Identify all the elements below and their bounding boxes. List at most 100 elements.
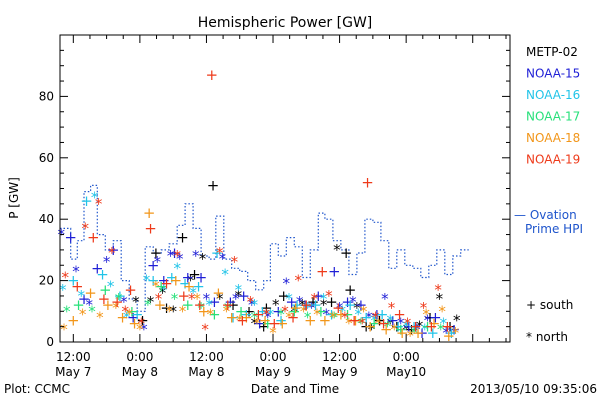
point-noaa-16: + <box>147 272 160 290</box>
point-noaa-15: * <box>192 247 200 265</box>
point-noaa-18: + <box>143 204 156 222</box>
point-noaa-15: + <box>182 269 195 287</box>
point-noaa-18: + <box>102 296 115 314</box>
point-noaa-18: + <box>380 321 393 339</box>
point-noaa-17: + <box>261 315 274 333</box>
point-metp-02: * <box>453 312 461 330</box>
point-noaa-16: + <box>291 296 304 314</box>
point-noaa-16: + <box>360 308 373 326</box>
point-noaa-19: * <box>62 269 70 287</box>
point-noaa-16: + <box>427 324 440 342</box>
point-metp-02: * <box>147 293 155 311</box>
point-noaa-15: * <box>323 305 331 323</box>
point-noaa-15: + <box>208 293 221 311</box>
point-noaa-15: + <box>253 315 266 333</box>
point-noaa-17: * <box>88 302 96 320</box>
point-noaa-18: * <box>269 324 277 342</box>
point-noaa-18: + <box>84 284 97 302</box>
point-noaa-19: + <box>377 315 390 333</box>
point-noaa-16: * <box>107 278 115 296</box>
point-noaa-19: * <box>420 299 428 317</box>
point-noaa-19: * <box>404 315 412 333</box>
point-noaa-18: + <box>240 308 253 326</box>
point-noaa-19: * <box>434 281 442 299</box>
point-noaa-18: + <box>319 312 332 330</box>
legend-item-metp-02: METP-02 <box>526 45 578 59</box>
point-noaa-15: + <box>91 259 104 277</box>
x-tick-label-time: 0:00 <box>126 350 153 364</box>
point-noaa-19: + <box>268 315 281 333</box>
point-noaa-15: * <box>365 308 373 326</box>
point-metp-02: + <box>360 318 373 336</box>
y-axis-label: P [GW] <box>7 177 21 219</box>
point-metp-02: + <box>373 312 386 330</box>
point-noaa-17: * <box>63 302 71 320</box>
point-noaa-19: + <box>441 318 454 336</box>
point-metp-02: + <box>391 318 404 336</box>
point-noaa-17: + <box>315 302 328 320</box>
point-noaa-16: + <box>392 318 405 336</box>
point-noaa-15: * <box>232 290 240 308</box>
point-noaa-15: * <box>219 250 227 268</box>
point-noaa-15: * <box>120 293 128 311</box>
point-noaa-19: * <box>201 321 209 339</box>
ovation-line-layer <box>60 184 469 312</box>
point-noaa-18: * <box>253 315 261 333</box>
point-noaa-16: * <box>285 290 293 308</box>
point-noaa-15: + <box>416 324 429 342</box>
point-noaa-18: * <box>79 305 87 323</box>
point-noaa-15: * <box>153 253 161 271</box>
x-tick-label-date: May 7 <box>55 365 91 379</box>
point-noaa-18: * <box>406 327 414 345</box>
point-noaa-15: * <box>167 247 175 265</box>
point-noaa-17: * <box>197 299 205 317</box>
point-noaa-18: + <box>443 327 456 345</box>
point-metp-02: + <box>325 293 338 311</box>
point-noaa-17: * <box>410 324 418 342</box>
point-metp-02: + <box>405 321 418 339</box>
point-noaa-18: + <box>212 284 225 302</box>
point-noaa-16: + <box>80 192 93 210</box>
legend-item-noaa-17: NOAA-17 <box>526 110 580 124</box>
point-noaa-15: * <box>72 262 80 280</box>
point-noaa-16: + <box>445 324 458 342</box>
point-noaa-16: + <box>256 302 269 320</box>
y-tick-label: 60 <box>39 151 54 165</box>
point-noaa-15: * <box>140 321 148 339</box>
point-noaa-18: * <box>60 321 68 339</box>
point-noaa-18: * <box>152 278 160 296</box>
point-noaa-18: + <box>170 272 183 290</box>
point-noaa-16: + <box>275 312 288 330</box>
point-noaa-15: + <box>168 244 181 262</box>
point-noaa-19: * <box>95 195 103 213</box>
point-noaa-19: + <box>111 293 124 311</box>
point-noaa-15: * <box>413 321 421 339</box>
point-noaa-18: + <box>428 315 441 333</box>
point-noaa-15: + <box>355 296 368 314</box>
point-noaa-15: + <box>272 302 285 320</box>
point-noaa-19: + <box>87 229 100 247</box>
point-noaa-15: + <box>285 293 298 311</box>
point-noaa-16: + <box>179 275 192 293</box>
legend-south: + south <box>526 298 573 312</box>
point-noaa-17: * <box>331 308 339 326</box>
point-noaa-19: * <box>247 293 255 311</box>
x-tick-label-date: May 8 <box>188 365 224 379</box>
point-metp-02: * <box>199 250 207 268</box>
point-noaa-18: + <box>259 312 272 330</box>
point-metp-02: + <box>277 287 290 305</box>
point-noaa-19: * <box>137 315 145 333</box>
point-noaa-15: * <box>381 290 389 308</box>
point-metp-02: * <box>291 302 299 320</box>
footer-plot-source: Plot: CCMC <box>4 382 70 396</box>
point-noaa-18: + <box>335 305 348 323</box>
point-noaa-16: * <box>320 290 328 308</box>
point-noaa-17: + <box>182 296 195 314</box>
point-noaa-19: * <box>231 253 239 271</box>
point-noaa-19: * <box>311 290 319 308</box>
point-noaa-15: + <box>387 312 400 330</box>
point-noaa-19: * <box>372 308 380 326</box>
point-noaa-19: + <box>316 262 329 280</box>
point-noaa-16: * <box>189 284 197 302</box>
point-metp-02: * <box>386 315 394 333</box>
